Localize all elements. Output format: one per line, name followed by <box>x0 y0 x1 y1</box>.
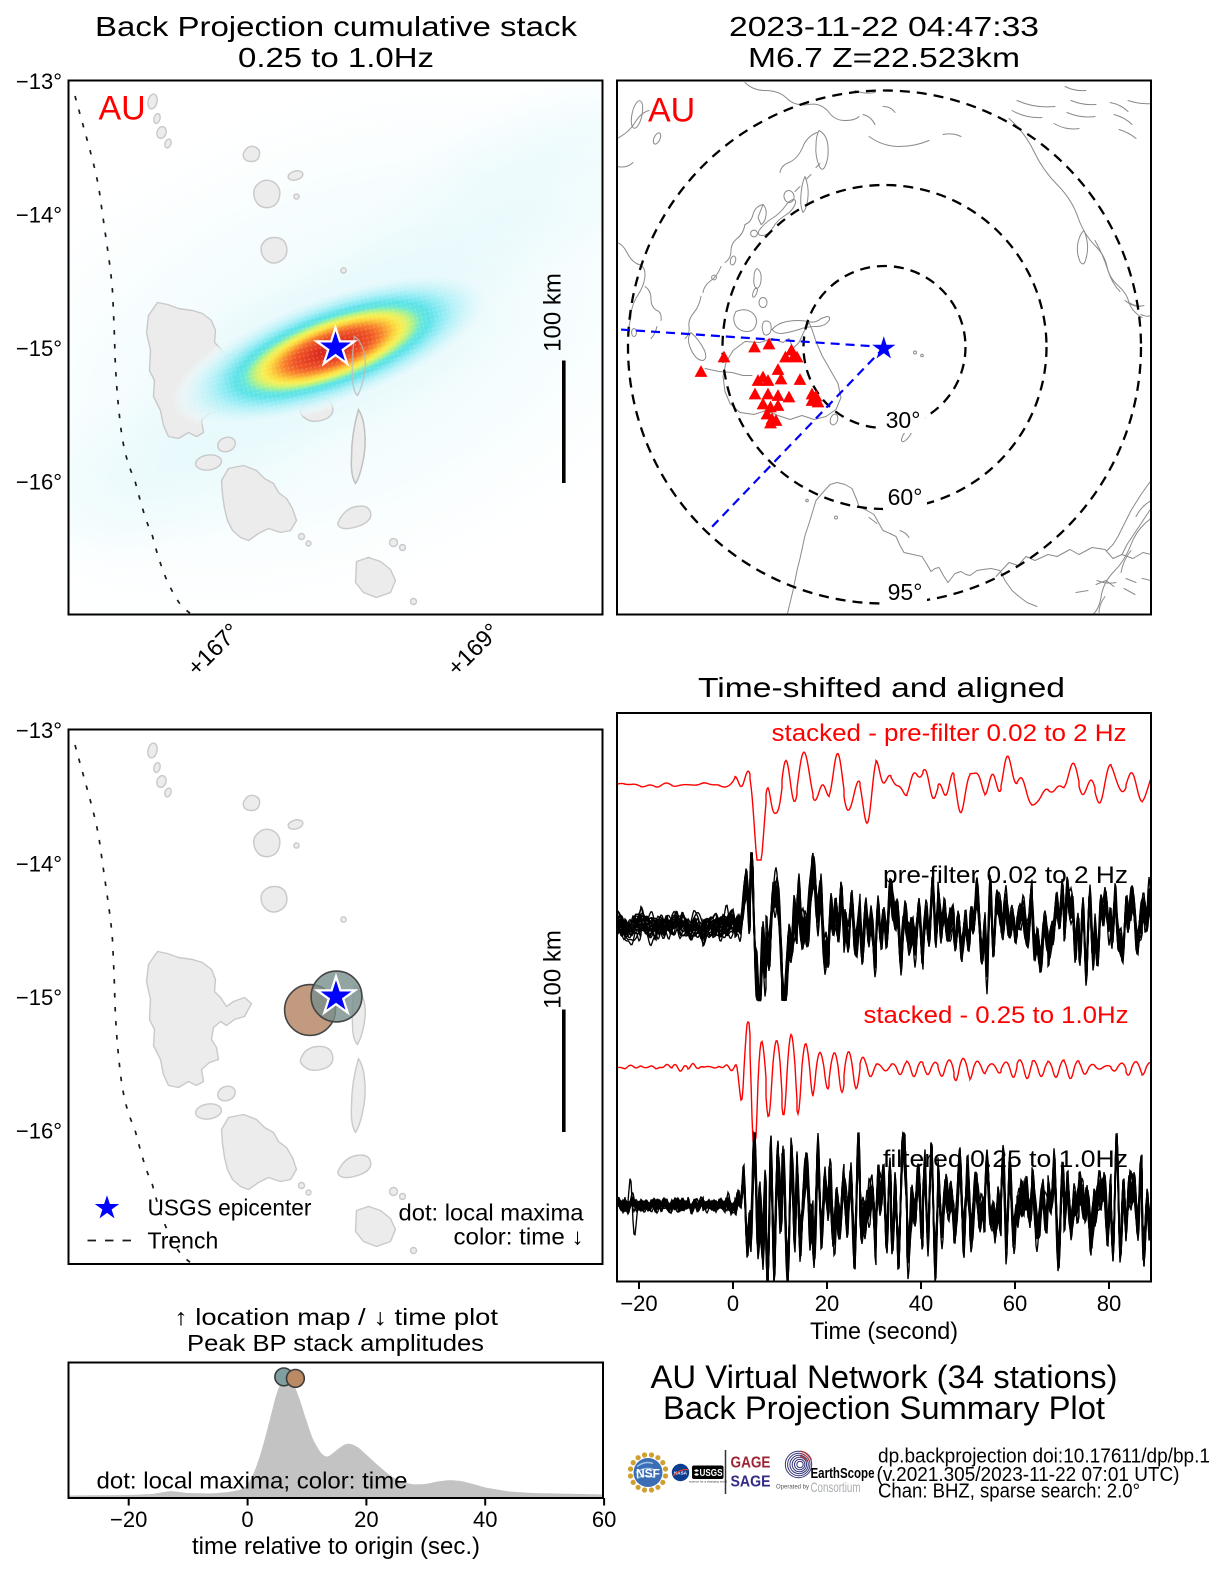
svg-text:↑ location map / ↓ time plot: ↑ location map / ↓ time plot <box>174 1304 499 1330</box>
svg-text:−15°: −15° <box>16 985 62 1010</box>
svg-text:SAGE: SAGE <box>731 1474 771 1491</box>
svg-text:0: 0 <box>241 1507 253 1532</box>
svg-text:Time-shifted and aligned: Time-shifted and aligned <box>698 672 1065 703</box>
svg-text:20: 20 <box>815 1291 839 1316</box>
svg-text:AU Virtual Network (34 station: AU Virtual Network (34 stations) <box>651 1359 1118 1395</box>
svg-text:Consortium: Consortium <box>811 1479 861 1495</box>
svg-text:Peak BP stack amplitudes: Peak BP stack amplitudes <box>187 1330 484 1356</box>
svg-text:−14°: −14° <box>16 852 62 877</box>
svg-text:Chan: BHZ, sparse search: 2.0°: Chan: BHZ, sparse search: 2.0° <box>878 1480 1140 1502</box>
svg-text:0: 0 <box>727 1291 739 1316</box>
svg-text:Trench: Trench <box>148 1228 219 1254</box>
svg-text:30°: 30° <box>886 407 921 433</box>
svg-text:(v.2021.305/2023-11-22 07:01 U: (v.2021.305/2023-11-22 07:01 UTC) <box>877 1464 1180 1486</box>
svg-text:−14°: −14° <box>16 203 62 228</box>
svg-text:100 km: 100 km <box>540 273 567 352</box>
svg-text:100 km: 100 km <box>540 930 567 1009</box>
svg-text:−13°: −13° <box>16 718 62 743</box>
svg-text:USGS epicenter: USGS epicenter <box>148 1195 312 1221</box>
svg-text:−16°: −16° <box>16 1119 62 1144</box>
svg-text:2023-11-22 04:47:33: 2023-11-22 04:47:33 <box>729 11 1039 42</box>
svg-text:USGS: USGS <box>700 1468 723 1479</box>
svg-text:dot: local maxima: dot: local maxima <box>399 1200 584 1226</box>
svg-text:AU: AU <box>99 90 146 128</box>
svg-text:stacked - 0.25 to 1.0Hz: stacked - 0.25 to 1.0Hz <box>864 1002 1129 1029</box>
svg-text:−20: −20 <box>620 1291 657 1316</box>
svg-text:80: 80 <box>1097 1291 1121 1316</box>
svg-text:filtered 0.25 to 1.0Hz: filtered 0.25 to 1.0Hz <box>883 1146 1128 1173</box>
svg-text:pre-filter 0.02 to 2 Hz: pre-filter 0.02 to 2 Hz <box>883 862 1128 889</box>
svg-text:NASA: NASA <box>674 1471 688 1476</box>
svg-text:stacked - pre-filter 0.02 to 2: stacked - pre-filter 0.02 to 2 Hz <box>772 720 1127 747</box>
svg-text:Operated by: Operated by <box>776 1485 809 1491</box>
svg-text:20: 20 <box>354 1507 378 1532</box>
svg-text:40: 40 <box>473 1507 497 1532</box>
svg-text:EarthScope: EarthScope <box>811 1465 875 1482</box>
svg-text:science for a changing world: science for a changing world <box>689 1480 727 1484</box>
svg-text:time relative to origin (sec.): time relative to origin (sec.) <box>192 1533 480 1560</box>
svg-text:AU: AU <box>648 92 695 130</box>
svg-text:95°: 95° <box>888 579 923 605</box>
svg-text:0.25 to 1.0Hz: 0.25 to 1.0Hz <box>238 42 434 73</box>
svg-text:M6.7 Z=22.523km: M6.7 Z=22.523km <box>748 42 1020 73</box>
svg-text:color: time ↓: color: time ↓ <box>454 1224 584 1250</box>
svg-text:−15°: −15° <box>16 336 62 361</box>
svg-text:−16°: −16° <box>16 470 62 495</box>
svg-text:−20: −20 <box>110 1507 147 1532</box>
svg-text:dp.backprojection doi:10.17611: dp.backprojection doi:10.17611/dp/bp.1 <box>878 1445 1210 1467</box>
svg-text:40: 40 <box>909 1291 933 1316</box>
svg-text:−13°: −13° <box>16 69 62 94</box>
svg-text:GAGE: GAGE <box>731 1455 771 1472</box>
svg-text:60: 60 <box>592 1507 616 1532</box>
svg-text:Back Projection cumulative sta: Back Projection cumulative stack <box>95 11 578 42</box>
svg-text:Back Projection Summary Plot: Back Projection Summary Plot <box>663 1390 1105 1426</box>
svg-text:60°: 60° <box>888 484 923 510</box>
svg-text:NSF: NSF <box>636 1467 660 1481</box>
svg-text:60: 60 <box>1003 1291 1027 1316</box>
svg-text:dot: local maxima; color: time: dot: local maxima; color: time <box>97 1468 408 1494</box>
svg-text:Time (second): Time (second) <box>810 1318 958 1345</box>
